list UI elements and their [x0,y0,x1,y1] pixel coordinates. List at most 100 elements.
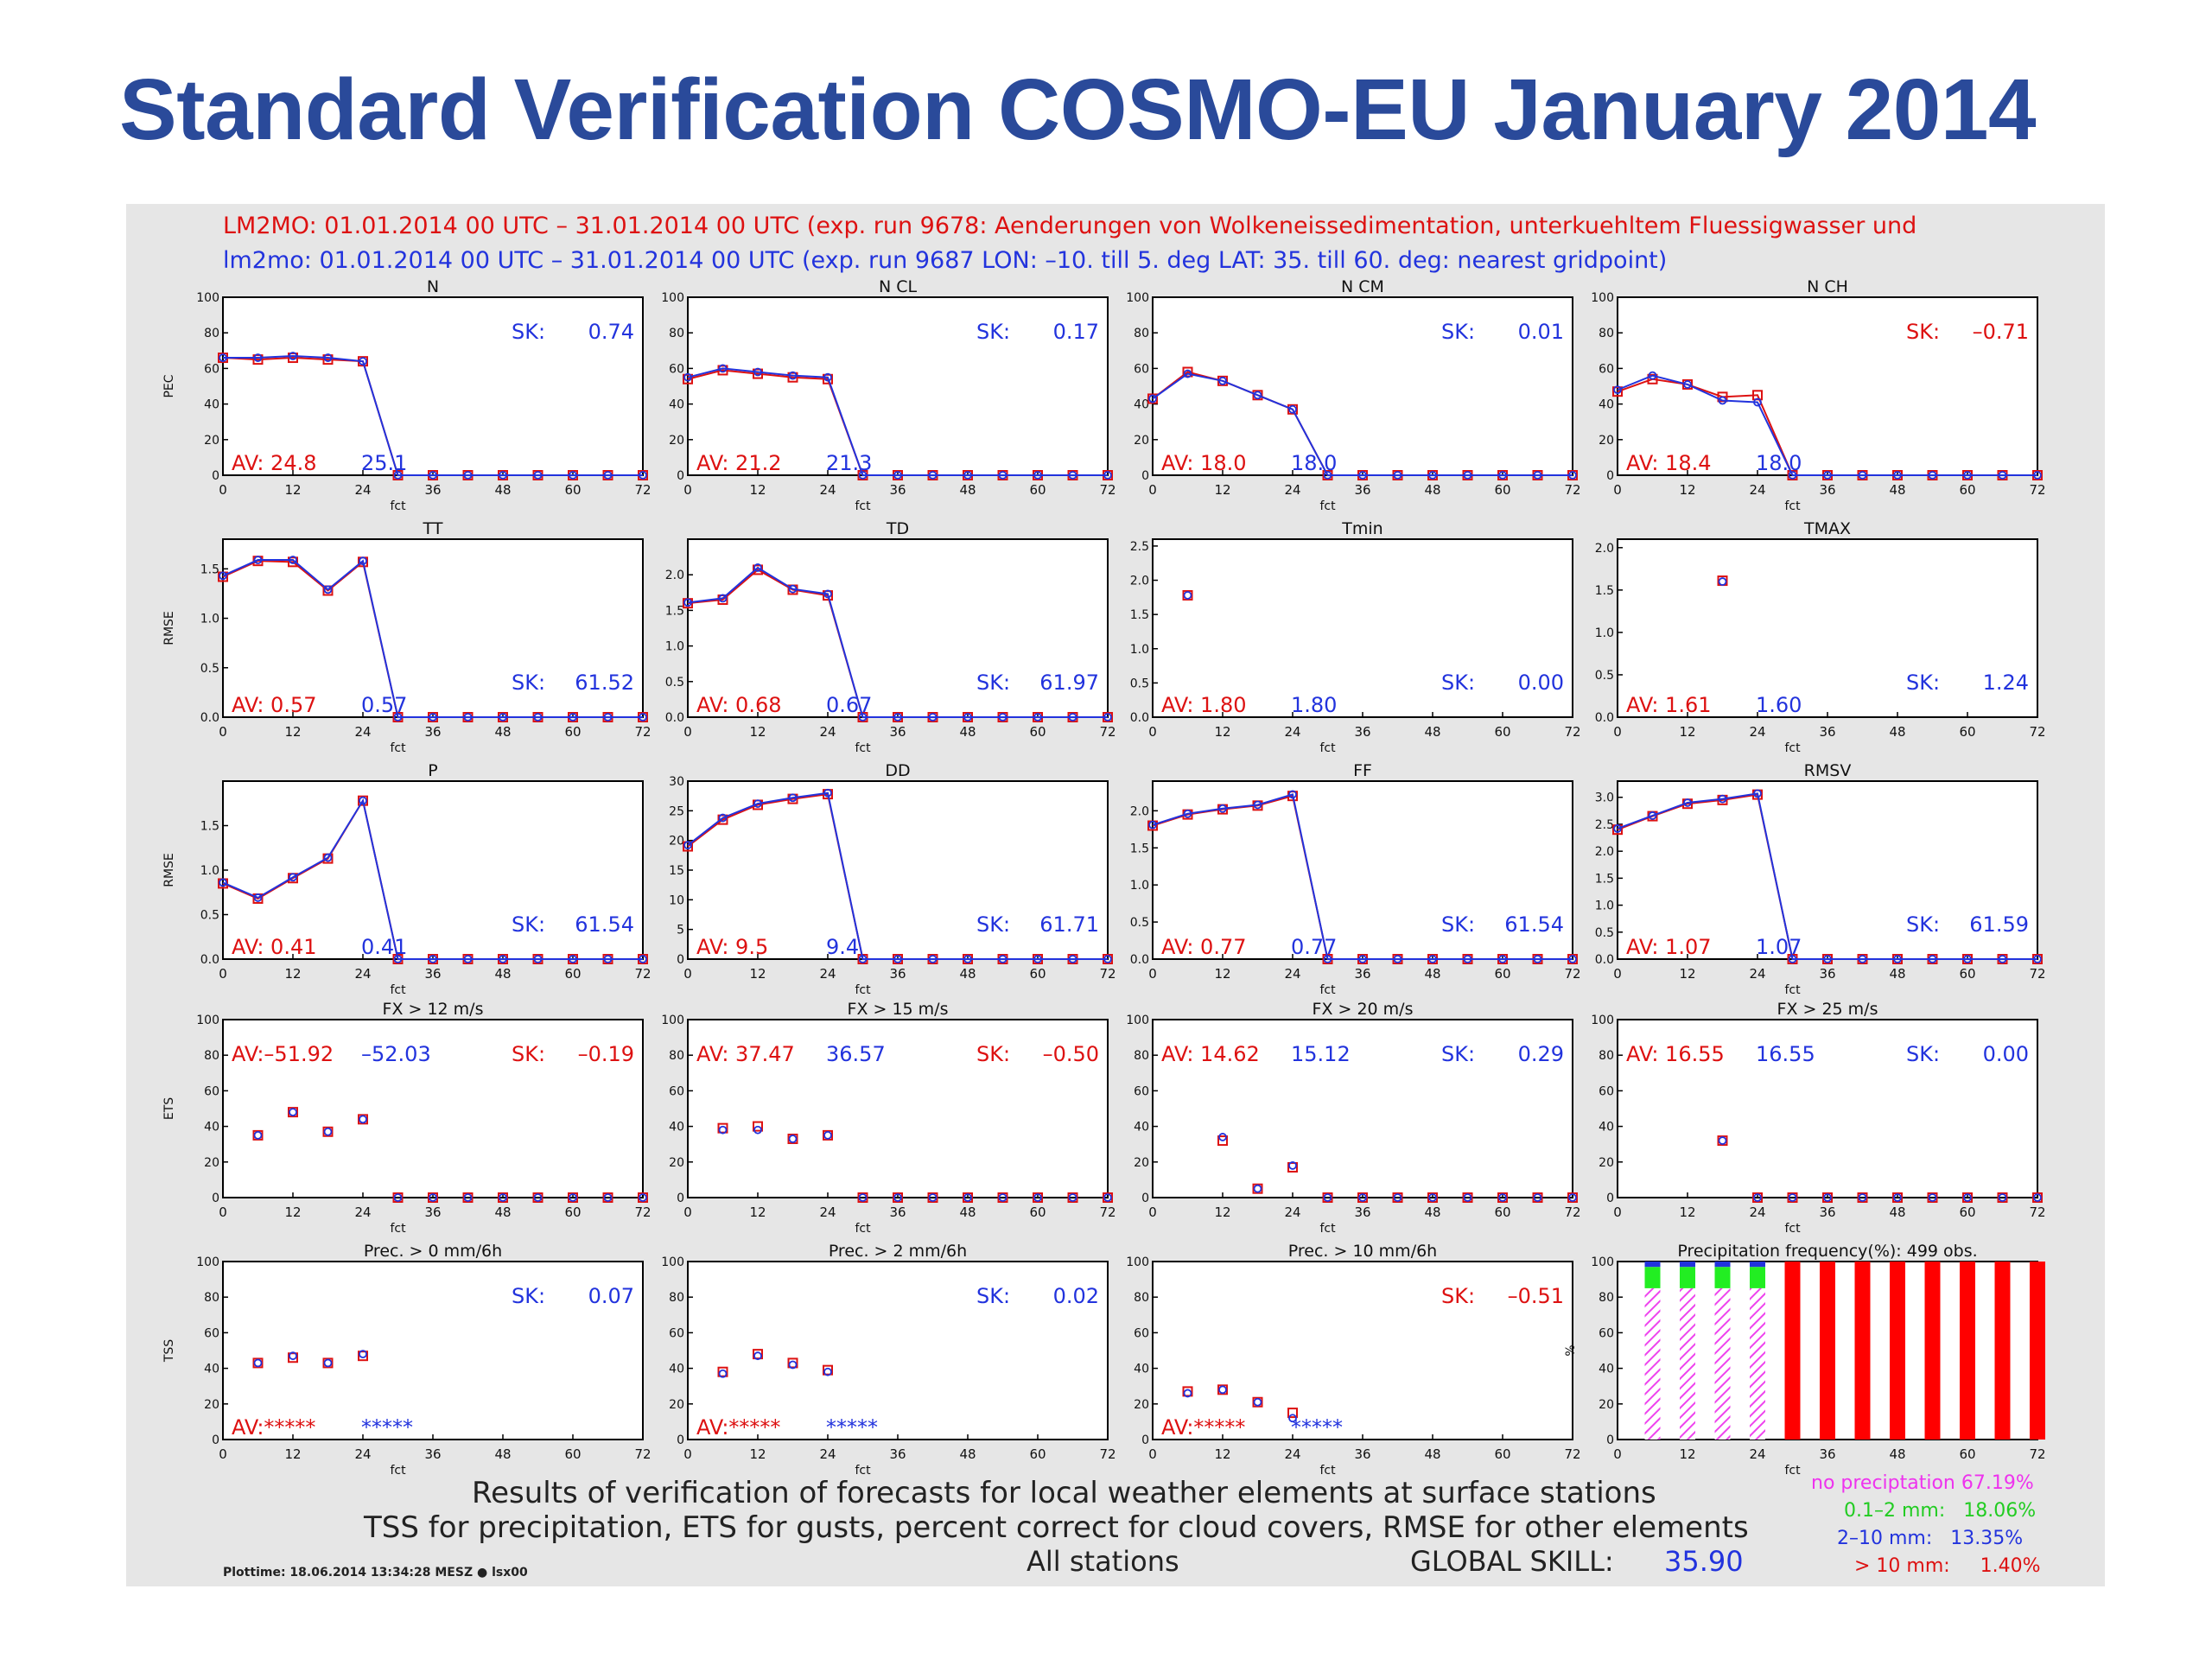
sk-label: SK: [1441,912,1475,937]
data-point-circle [998,955,1007,963]
plot-area [222,780,644,960]
data-point-circle [393,471,403,480]
av-label: AV: 0.57 [232,693,317,717]
data-point-square [963,1192,973,1203]
series-line [687,367,1108,476]
x-tick-label: 0 [683,482,692,498]
x-axis-label: fct [390,983,406,997]
y-tick-label: 0.0 [200,711,219,725]
av-label: AV:***** [696,1415,780,1440]
x-tick-label: 12 [749,1205,766,1220]
x-tick-label: 36 [1819,966,1835,982]
x-tick-label: 0 [1148,1446,1157,1462]
y-tick-label: 1.5 [200,820,219,834]
chart-14: FX > 15 m/s 0 12 24 36 48 60 72 fct 0 20 40 60 80 100 A… [661,1000,1116,1236]
data-point-circle [1253,1184,1262,1193]
data-point-square [1287,404,1298,415]
x-tick-label: 60 [1494,966,1510,982]
series-line [687,791,1108,960]
chart-1: N 0 12 24 36 48 60 72 fct 0 20 40 60 80 100 PEC AV: 24.8… [162,277,652,513]
data-point-square [1462,1192,1473,1203]
y-tick-label: 80 [669,1291,684,1305]
chart-title: TD [886,519,909,538]
y-tick-label: 80 [1599,1049,1614,1063]
data-point-circle [1683,380,1692,389]
data-point-circle [753,367,762,377]
bar-segment [1680,1262,1695,1268]
sk-label: SK: [1441,320,1475,344]
y-tick-label: 0.0 [1595,953,1614,967]
av-label: 16.55 [1756,1042,1815,1066]
data-point-square [1857,1192,1868,1203]
data-point-circle [533,471,543,480]
x-tick-label: 12 [1214,482,1230,498]
x-tick-label: 36 [1819,724,1835,740]
data-point-square [288,556,298,568]
sk-value: 61.71 [1039,912,1099,937]
y-tick-label: 20 [669,1156,684,1170]
data-point-circle [1648,811,1657,820]
sk-label: SK: [976,912,1010,937]
legend-over-10mm: > 10 mm: 1.40% [1854,1555,2041,1577]
chart-13: FX > 12 m/s 0 12 24 36 48 60 72 fct 0 20 40 60 80 100 E… [162,1000,652,1236]
data-point-circle [1753,397,1762,407]
x-axis-label: fct [390,499,406,513]
data-point-circle [753,563,762,572]
data-point-circle [1428,471,1437,480]
x-tick-label: 0 [1613,1446,1622,1462]
data-point-square [1567,1192,1578,1203]
bar-segment [1784,1262,1801,1440]
sk-label: SK: [976,320,1010,344]
y-tick-label: 0.0 [200,953,219,967]
data-point-square [1182,366,1193,378]
x-axis-label: fct [855,741,871,755]
y-tick-label: 0 [212,469,219,483]
x-tick-label: 60 [1494,724,1510,740]
data-point-circle [499,955,507,963]
series-line [1152,372,1573,476]
sk-value: 0.00 [1518,671,1564,695]
series-line [1617,792,2037,960]
y-tick-label: 100 [196,1014,219,1027]
y-tick-label: 40 [1134,1363,1149,1376]
y-tick-label: 20 [204,1398,219,1412]
data-point-circle [639,713,647,721]
data-point-circle [1428,955,1437,963]
x-tick-label: 24 [1284,1446,1300,1462]
av-label: AV: 9.5 [696,935,768,959]
av-label: 25.1 [361,451,407,475]
av-label: AV:***** [232,1415,315,1440]
data-point-circle [1788,1193,1797,1202]
footer-all-stations: All stations [1027,1545,1179,1578]
data-point-circle [603,713,613,721]
sk-value: 0.02 [1053,1284,1099,1308]
y-tick-label: 1.0 [665,640,684,654]
data-point-circle [289,873,297,882]
data-point-circle [253,556,263,564]
y-tick-label: 1.0 [200,864,219,878]
sk-label: SK: [512,912,545,937]
footer-results-text: Results of verification of forecasts for… [472,1476,1656,1510]
x-tick-label: 12 [284,966,301,982]
plot-area [222,1261,644,1440]
x-axis-label: fct [855,499,871,513]
y-tick-label: 0 [677,1192,684,1205]
data-point-circle [1788,955,1797,963]
y-tick-label: 0 [212,1433,219,1447]
x-tick-label: 24 [1749,1205,1765,1220]
slide-title: Standard Verification COSMO-EU January 2… [119,61,2037,158]
x-tick-label: 48 [1424,724,1440,740]
bar-segment [1714,1262,1731,1268]
chart-7: Tmin 0 12 24 36 48 60 72 fct 0.0 0.5 1.0 1.5 2.0 2.5 AV… [1130,519,1581,755]
plot-area [222,296,644,476]
plot-area [687,780,1109,960]
data-point-circle [1148,820,1157,830]
sk-value: 1.24 [1983,671,2029,695]
x-tick-label: 0 [219,1205,227,1220]
data-point-square [322,354,334,365]
y-tick-label: 1.0 [1130,643,1149,657]
y-tick-label: 60 [669,1326,684,1340]
sk-label: SK: [1906,320,1940,344]
data-point-circle [253,353,263,362]
x-tick-label: 0 [683,966,692,982]
